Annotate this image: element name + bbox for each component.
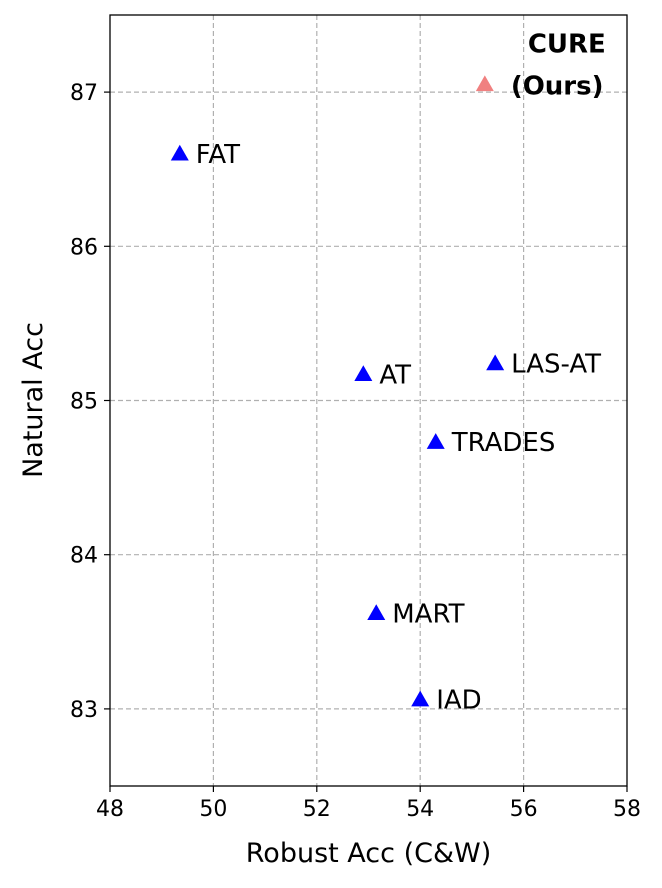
y-tick-label: 87	[70, 81, 98, 106]
triangle-marker	[486, 354, 505, 371]
triangle-marker	[411, 690, 430, 707]
triangle-marker	[426, 433, 445, 449]
point-label: IAD	[436, 686, 481, 716]
data-points: FAT AT LAS-AT TRADES MART IAD CURE (Ours)	[170, 29, 606, 716]
point-label: MART	[392, 599, 464, 629]
point-label: TRADES	[451, 428, 556, 458]
x-tick-label: 52	[303, 797, 331, 822]
ticks: 48 50 52 54 56 58 83 84 85 86 87	[70, 81, 641, 822]
x-axis-label: Robust Acc (C&W)	[246, 838, 492, 869]
highlight-label-line: CURE	[528, 29, 606, 59]
x-tick-label: 54	[406, 797, 434, 822]
grid	[110, 15, 627, 786]
point-label: FAT	[196, 140, 240, 170]
x-tick-label: 48	[96, 797, 124, 822]
y-tick-label: 85	[70, 390, 98, 415]
point-label: AT	[379, 360, 411, 390]
point-label: LAS-AT	[511, 349, 601, 379]
x-tick-label: 58	[613, 797, 641, 822]
triangle-marker	[354, 365, 373, 382]
triangle-marker	[170, 144, 189, 161]
x-tick-label: 50	[199, 797, 227, 822]
triangle-marker	[367, 604, 386, 621]
y-tick-label: 84	[70, 544, 98, 569]
highlight-label-line: (Ours)	[511, 71, 604, 101]
y-axis-label: Natural Acc	[18, 322, 49, 478]
highlight-marker	[475, 75, 494, 92]
y-tick-label: 83	[70, 698, 98, 723]
x-tick-label: 56	[510, 797, 538, 822]
y-tick-label: 86	[70, 235, 98, 260]
